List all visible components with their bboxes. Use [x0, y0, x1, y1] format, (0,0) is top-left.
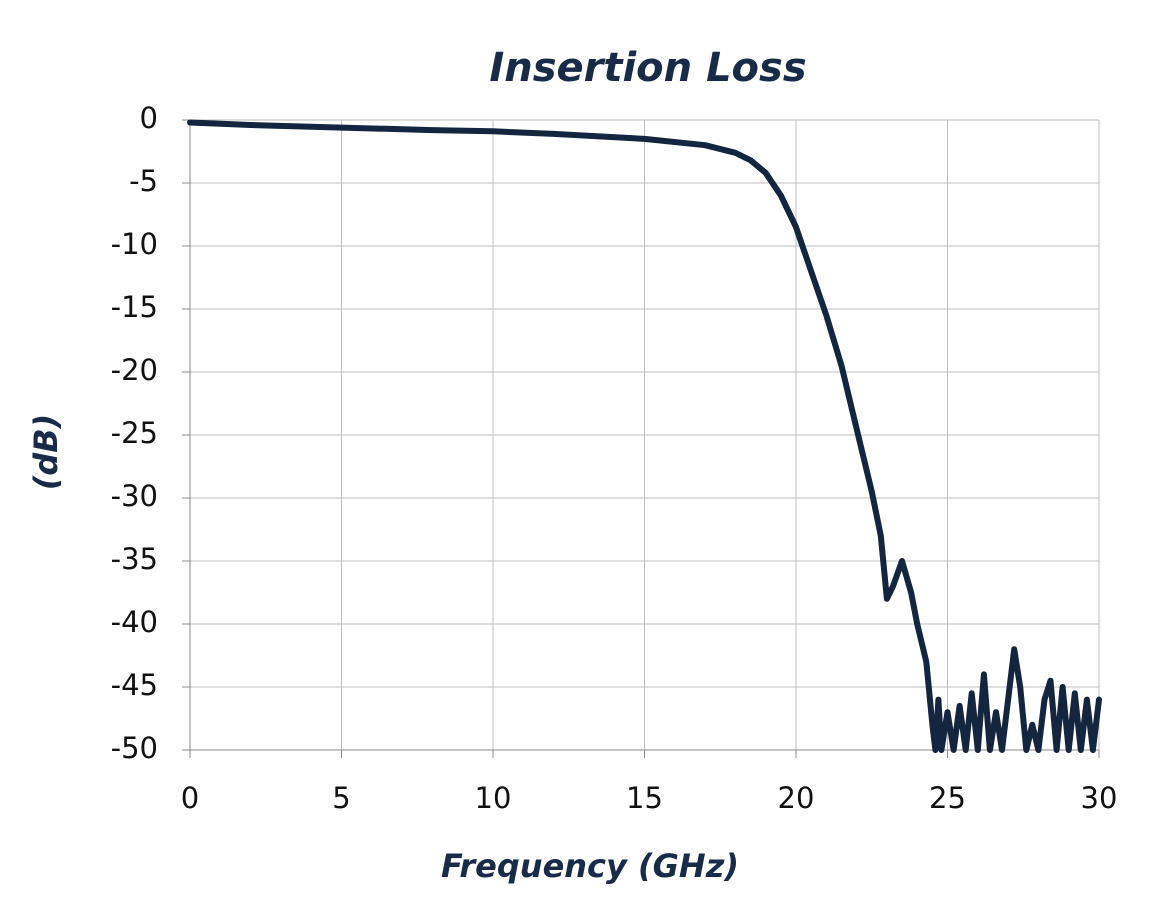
x-tick-label: 10	[475, 781, 512, 815]
x-tick-label: 30	[1081, 781, 1118, 815]
y-tick-label: -50	[111, 731, 158, 765]
y-tick-label: 0	[140, 101, 158, 135]
y-tick-label: -20	[111, 353, 158, 387]
x-tick-label: 25	[929, 781, 966, 815]
y-tick-label: -5	[129, 164, 158, 198]
chart-title: Insertion Loss	[489, 45, 806, 91]
x-tick-label: 15	[626, 781, 663, 815]
y-tick-label: -45	[111, 668, 158, 702]
x-axis-label: Frequency (GHz)	[441, 847, 739, 885]
x-tick-label: 5	[332, 781, 350, 815]
y-tick-label: -25	[111, 416, 158, 450]
y-tick-label: -30	[111, 479, 158, 513]
y-tick-label: -35	[111, 542, 158, 576]
x-tick-label: 0	[181, 781, 199, 815]
x-tick-label: 20	[778, 781, 815, 815]
y-tick-label: -40	[111, 605, 158, 639]
y-tick-label: -10	[111, 227, 158, 261]
y-axis-label: (dB)	[27, 414, 65, 491]
data-line	[187, 119, 1102, 753]
y-tick-label: -15	[111, 290, 158, 324]
